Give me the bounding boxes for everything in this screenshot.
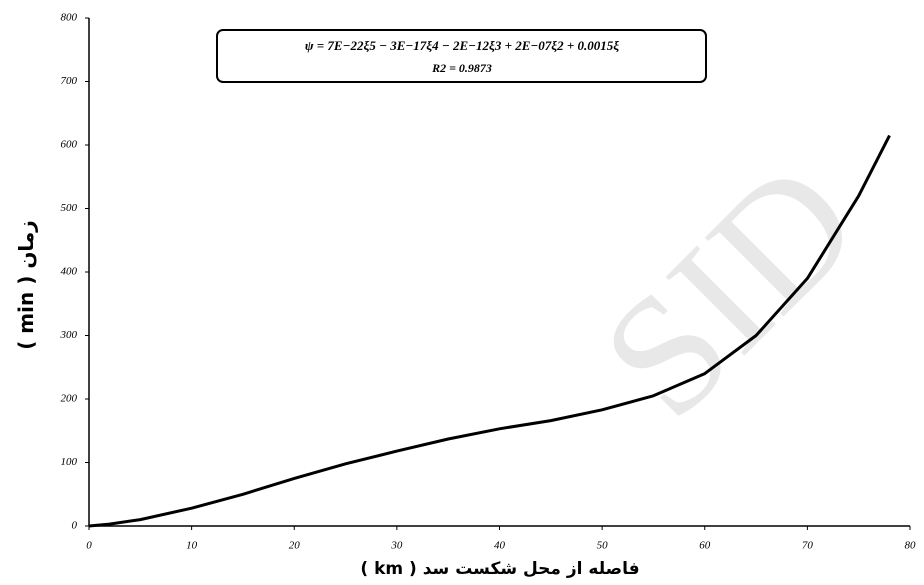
- equation: ψ = 7E−22ξ5 − 3E−17ξ4 − 2E−12ξ3 + 2E−07ξ…: [305, 38, 619, 53]
- x-tick-label: 10: [186, 540, 198, 552]
- y-tick-label: 200: [61, 393, 78, 405]
- x-tick-label: 40: [494, 540, 506, 552]
- watermark: SID: [566, 126, 893, 453]
- x-tick-label: 70: [802, 540, 814, 552]
- x-tick-label: 20: [289, 540, 301, 552]
- x-tick-label: 30: [390, 540, 403, 552]
- y-tick-label: 800: [61, 12, 78, 24]
- y-tick-label: 400: [61, 266, 78, 278]
- x-tick-label: 50: [597, 540, 609, 552]
- curve: [88, 134, 891, 528]
- y-tick-label: 700: [61, 75, 78, 87]
- y-axis-label: زمان ( min ): [14, 220, 38, 350]
- equation-box: [216, 29, 707, 83]
- y-tick-label: 300: [60, 329, 78, 341]
- x-axis-label: فاصله از محل شکست سد ( km ): [360, 559, 639, 579]
- y-tick-label: 500: [61, 202, 78, 214]
- x-tick-label: 60: [699, 540, 711, 552]
- x-tick-label: 0: [86, 540, 92, 552]
- r-squared: R2 = 0.9873: [431, 61, 492, 75]
- y-tick-label: 0: [72, 520, 78, 532]
- x-tick-label: 80: [905, 540, 917, 552]
- y-tick-label: 600: [61, 139, 78, 151]
- y-tick-label: 100: [61, 456, 78, 468]
